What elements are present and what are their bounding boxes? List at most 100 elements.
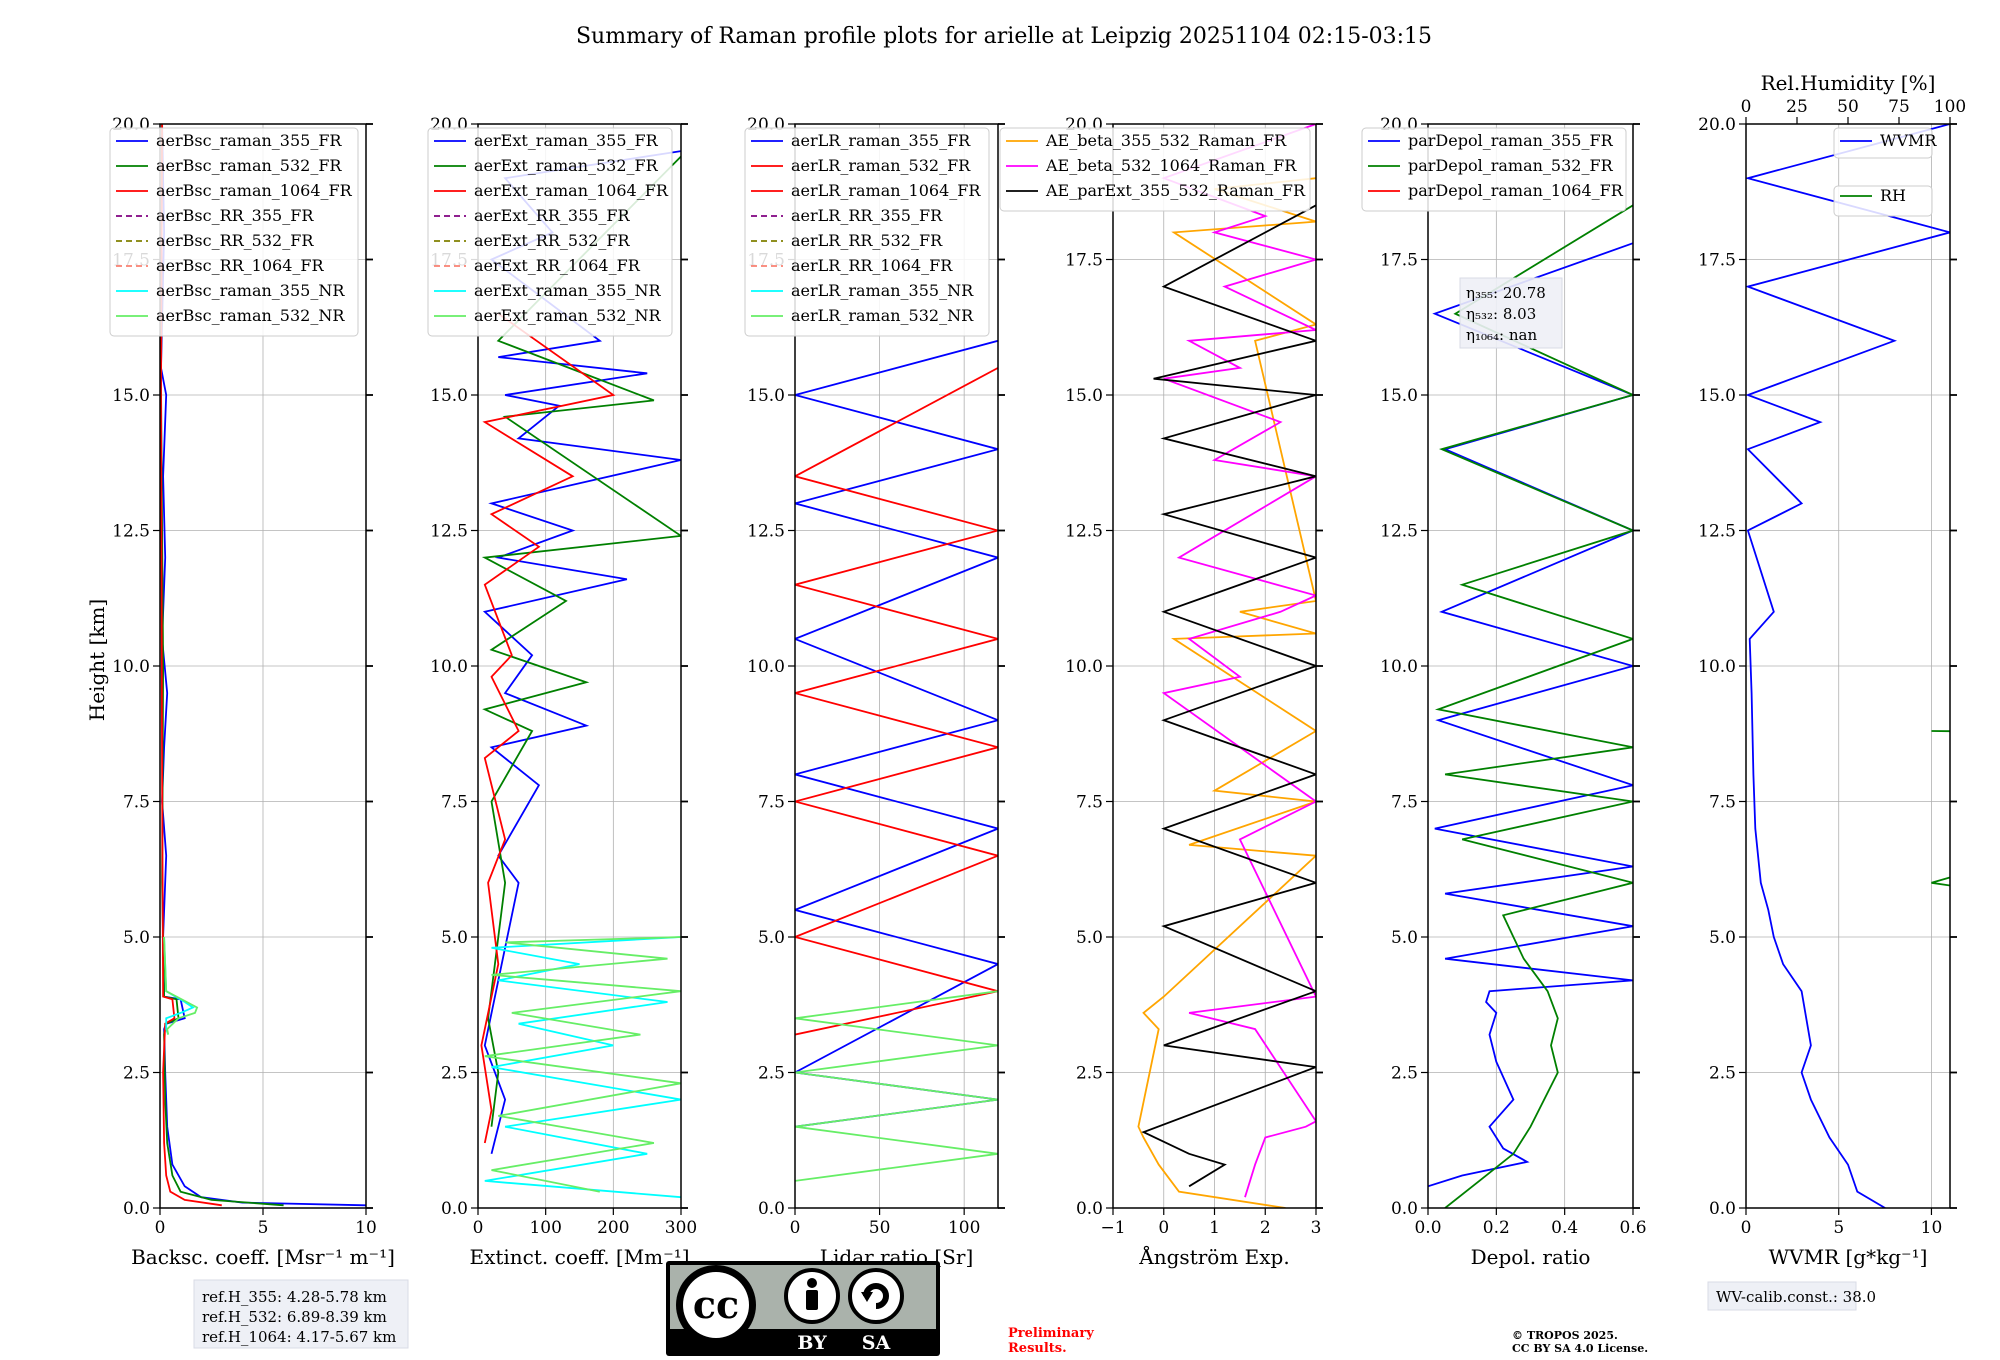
top-x-tick-label: 100 (1934, 97, 1966, 117)
legend-entry: aerBsc_raman_355_NR (156, 281, 345, 300)
legend-entry: aerLR_RR_1064_FR (791, 256, 953, 275)
badge-sa-label: SA (862, 1332, 891, 1354)
x-tick-label: 0 (473, 1218, 484, 1238)
y-tick-label: 0.0 (1709, 1199, 1736, 1219)
y-tick-label: 10.0 (430, 657, 468, 677)
x-tick-label: 100 (948, 1218, 980, 1238)
x-tick-label: 5 (1833, 1218, 1844, 1238)
x-tick-label: 100 (529, 1218, 561, 1238)
y-tick-label: 2.5 (1076, 1064, 1103, 1084)
x-axis-label-ae: Ångström Exp. (1138, 1244, 1289, 1269)
ref-height-box: ref.H_355: 4.28-5.78 km ref.H_532: 6.89-… (193, 1279, 409, 1349)
plot-area-wv (1746, 124, 1950, 1208)
y-tick-label: 12.5 (112, 522, 150, 542)
plot-area-ae (1137, 124, 1316, 1208)
legend-entry: aerLR_raman_355_NR (791, 281, 974, 300)
legend-entry: WVMR (1880, 131, 1937, 150)
legend-box (109, 127, 359, 337)
series-line-aerBsc_raman_532_NR (163, 936, 199, 1035)
legend-entry: aerBsc_RR_1064_FR (156, 256, 325, 275)
legend-entry: aerExt_raman_355_NR (474, 281, 662, 300)
x-axis-label-wv: WVMR [g*kg⁻¹] (1769, 1245, 1928, 1269)
y-tick-label: 5.0 (1076, 928, 1103, 948)
legend-entry: aerExt_raman_355_FR (474, 131, 659, 150)
top-x-tick-label: 75 (1888, 97, 1910, 117)
figure-title: Summary of Raman profile plots for ariel… (576, 24, 1432, 49)
wv-calib-box: WV-calib.const.: 38.0 (1707, 1281, 1876, 1311)
y-tick-label: 10.0 (1380, 657, 1418, 677)
legend-entry: aerExt_raman_1064_FR (474, 181, 669, 200)
x-tick-label: 1 (1209, 1218, 1220, 1238)
y-tick-label: 17.5 (1698, 251, 1736, 271)
plot-area-lr (795, 339, 998, 1182)
panel-ext: 01002003000.02.55.07.510.012.515.017.520… (427, 115, 697, 1269)
panel-bsc: 05100.02.55.07.510.012.515.017.520.0Back… (109, 115, 395, 1269)
legend-entry: aerLR_RR_355_FR (791, 206, 943, 225)
legend-entry: AE_beta_355_532_Raman_FR (1045, 131, 1287, 150)
series-line-aerLR_raman_532_FR (795, 367, 998, 1036)
ref-h-1064: ref.H_1064: 4.17-5.67 km (202, 1328, 396, 1346)
y-tick-label: 2.5 (123, 1064, 150, 1084)
series-line-aerLR_raman_355_FR (795, 339, 998, 1128)
ref-h-532: ref.H_532: 6.89-8.39 km (202, 1308, 387, 1326)
y-tick-label: 2.5 (758, 1064, 785, 1084)
legend-box (744, 127, 990, 337)
top-x-tick-label: 0 (1741, 97, 1752, 117)
y-tick-label: 2.5 (441, 1064, 468, 1084)
legend-entry: aerLR_raman_1064_FR (791, 181, 981, 200)
series-line-AE_parExt_355_532_Raman_FR (1141, 204, 1316, 1188)
legend-entry: parDepol_raman_532_FR (1408, 156, 1614, 175)
license-badge: cc BY SA (666, 1261, 940, 1356)
x-tick-label: 0 (155, 1218, 166, 1238)
legend-entry: aerExt_RR_355_FR (474, 206, 631, 225)
copyright-line-1: © TROPOS 2025. (1512, 1329, 1618, 1342)
series-line-AE_beta_355_532_Raman_FR (1137, 177, 1316, 1208)
top-x-tick-label: 50 (1837, 97, 1859, 117)
x-tick-label: 10 (355, 1218, 377, 1238)
y-tick-label: 15.0 (430, 386, 468, 406)
legend-entry: parDepol_raman_1064_FR (1408, 181, 1624, 200)
cc-logo-text: cc (693, 1282, 739, 1327)
legend-entry: parDepol_raman_355_FR (1408, 131, 1614, 150)
legend-entry: AE_parExt_355_532_Raman_FR (1045, 181, 1306, 200)
x-tick-label: 0.2 (1483, 1218, 1510, 1238)
y-tick-label: 12.5 (1380, 522, 1418, 542)
x-axis-label-depol: Depol. ratio (1471, 1245, 1591, 1269)
legend-entry: aerLR_raman_532_NR (791, 306, 974, 325)
y-axis-label: Height [km] (85, 599, 109, 721)
x-tick-label: 0.0 (1414, 1218, 1441, 1238)
legend-ext: aerExt_raman_355_FR aerExt_raman_532_FRae… (427, 127, 673, 337)
y-tick-label: 5.0 (441, 928, 468, 948)
y-tick-label: 17.5 (1380, 251, 1418, 271)
y-tick-label: 0.0 (123, 1199, 150, 1219)
eta-label: η₁₀₆₄: nan (1466, 326, 1537, 344)
badge-by-label: BY (797, 1332, 827, 1354)
y-tick-label: 10.0 (112, 657, 150, 677)
legend-entry: aerBsc_RR_355_FR (156, 206, 314, 225)
legend-entry: RH (1880, 186, 1906, 205)
legend-ae: AE_beta_355_532_Raman_FR AE_beta_532_1064… (999, 127, 1311, 212)
x-tick-label: 300 (665, 1218, 697, 1238)
x-tick-label: 50 (869, 1218, 891, 1238)
y-tick-label: 7.5 (123, 793, 150, 813)
y-tick-label: 17.5 (1065, 251, 1103, 271)
panel-lr: 0501000.02.55.07.510.012.515.017.520.0Li… (744, 115, 1005, 1269)
legend-entry: aerExt_raman_532_FR (474, 156, 659, 175)
series-line-aerExt_raman_532_NR (484, 936, 681, 1193)
legend-box (999, 127, 1311, 212)
legend-entry: aerBsc_raman_532_FR (156, 156, 342, 175)
legend-entry: aerBsc_raman_532_NR (156, 306, 345, 325)
legend-wv: WVMR RH (1833, 127, 1937, 217)
series-line-parDepol_raman_532_FR (1434, 204, 1633, 1208)
legend-entry: aerBsc_raman_1064_FR (156, 181, 353, 200)
x-tick-label: 5 (258, 1218, 269, 1238)
y-tick-label: 2.5 (1391, 1064, 1418, 1084)
series-line-AE_beta_532_1064_Raman_FR (1161, 124, 1316, 1198)
x-tick-label: 0.4 (1551, 1218, 1578, 1238)
series-line-WVMR (1746, 124, 1950, 1208)
series-line-aerBsc_raman_1064_FR (160, 124, 222, 1207)
y-tick-label: 0.0 (758, 1199, 785, 1219)
preliminary-line-2: Results. (1008, 1341, 1067, 1356)
x-tick-label: 0 (790, 1218, 801, 1238)
y-tick-label: 7.5 (1709, 793, 1736, 813)
